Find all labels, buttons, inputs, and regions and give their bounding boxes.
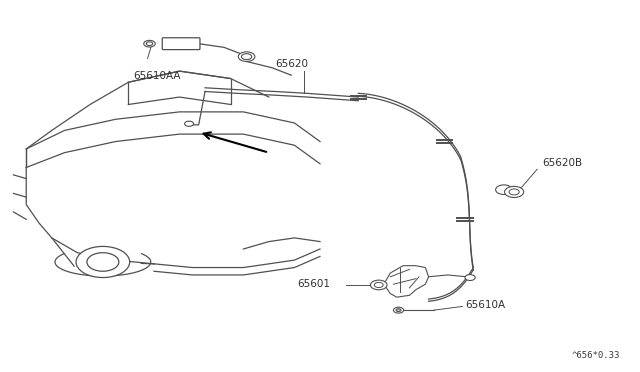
Circle shape — [465, 275, 475, 280]
Circle shape — [188, 41, 196, 46]
Circle shape — [509, 189, 519, 195]
Text: 65620: 65620 — [275, 60, 308, 70]
Circle shape — [184, 121, 193, 126]
Circle shape — [76, 246, 130, 278]
Circle shape — [241, 54, 252, 60]
Circle shape — [396, 309, 401, 312]
Text: 65610AA: 65610AA — [133, 71, 181, 80]
Circle shape — [374, 282, 383, 288]
FancyBboxPatch shape — [163, 38, 200, 49]
Circle shape — [166, 41, 174, 46]
Circle shape — [495, 185, 512, 195]
Circle shape — [504, 186, 524, 198]
Circle shape — [147, 42, 153, 45]
Circle shape — [87, 253, 119, 271]
Text: 65610A: 65610A — [466, 300, 506, 310]
Circle shape — [394, 307, 404, 313]
Text: ^656*0.33: ^656*0.33 — [572, 351, 620, 360]
Text: 65620B: 65620B — [542, 158, 582, 168]
Circle shape — [238, 52, 255, 61]
Text: 65601: 65601 — [298, 279, 331, 289]
Circle shape — [371, 280, 387, 290]
Circle shape — [144, 40, 156, 47]
